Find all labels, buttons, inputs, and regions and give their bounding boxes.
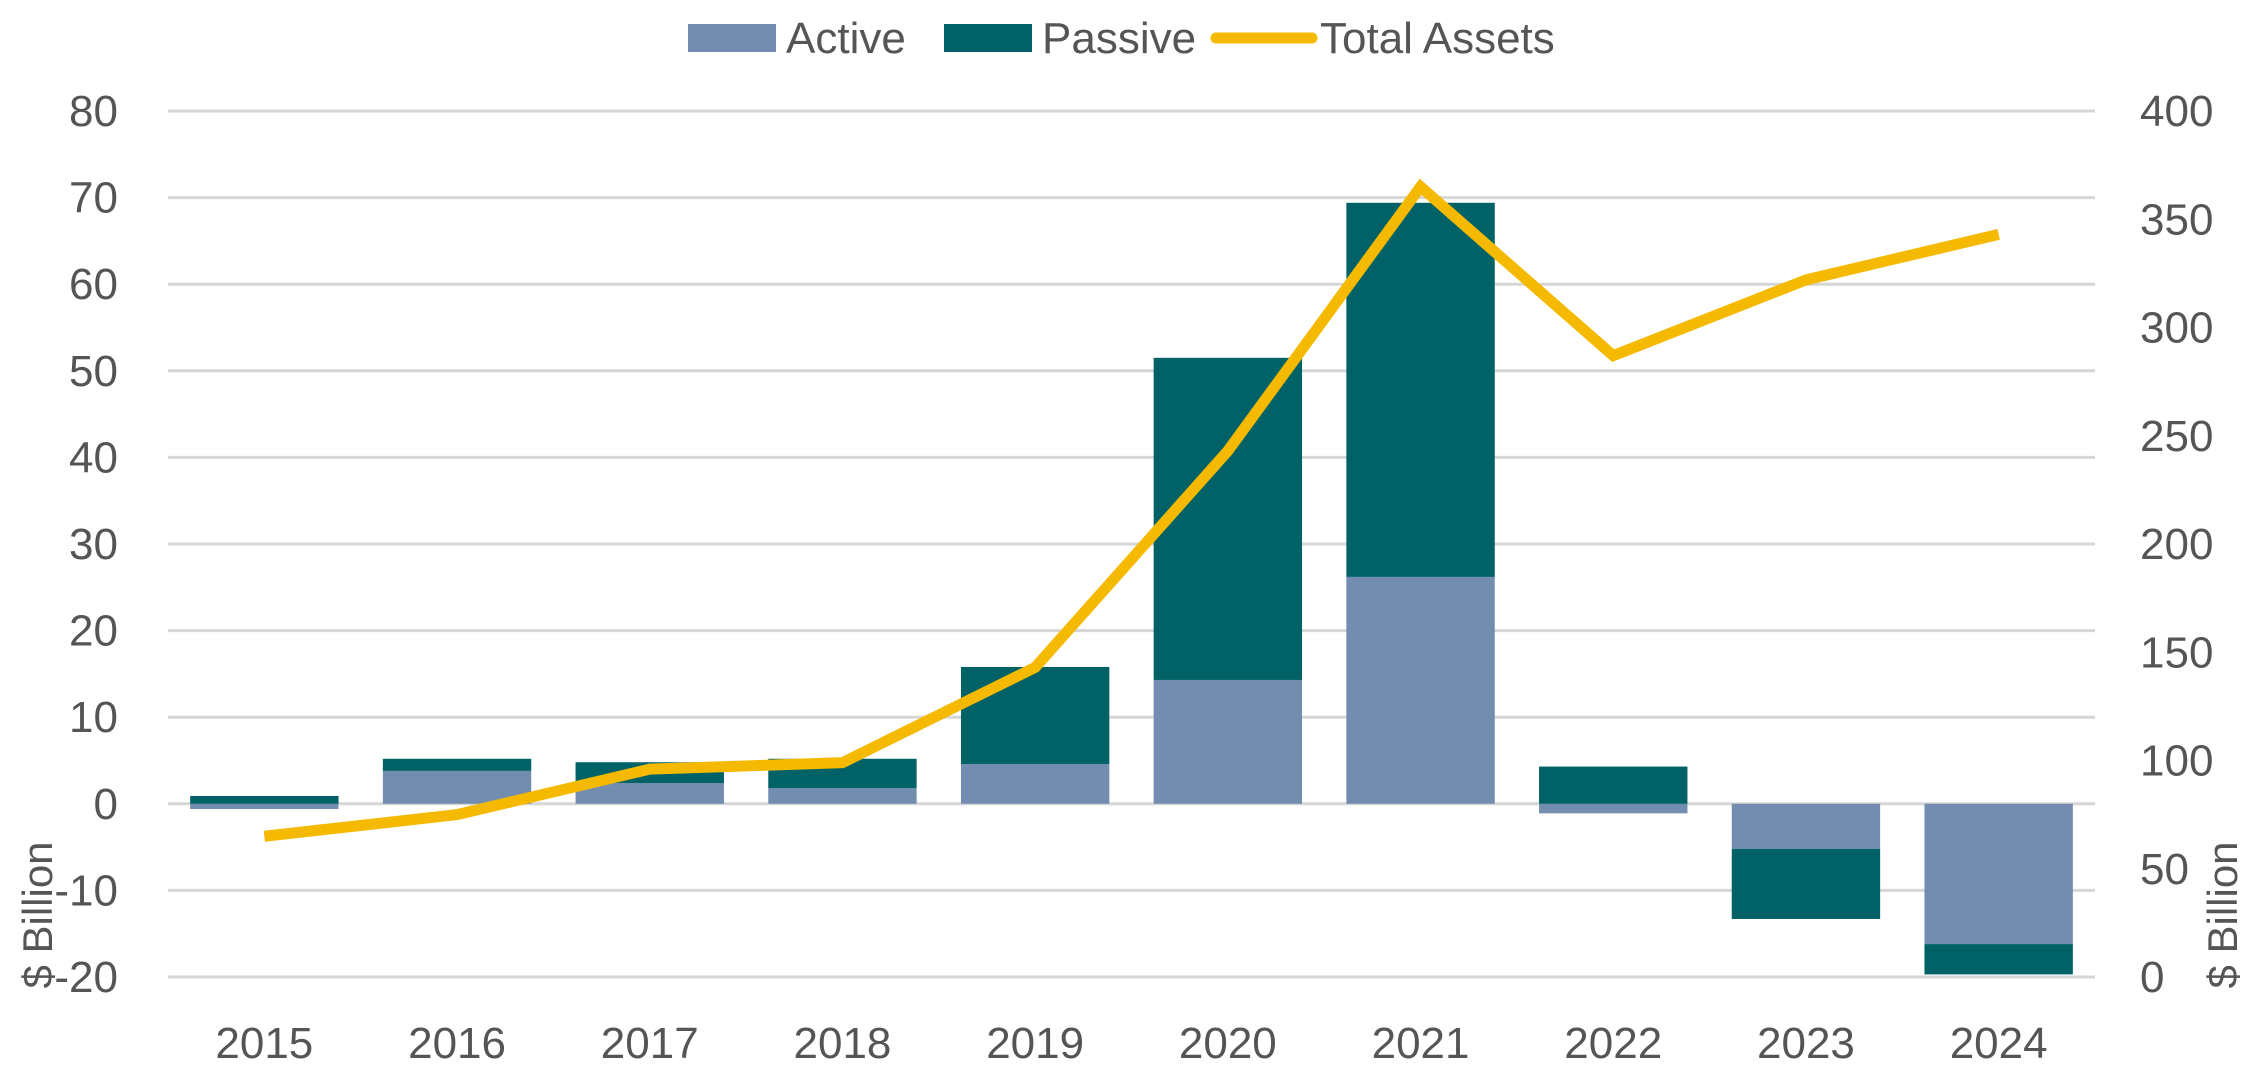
x-tick-label: 2016 bbox=[408, 1019, 506, 1068]
bar-active-2022 bbox=[1539, 804, 1687, 814]
x-tick-label: 2018 bbox=[794, 1019, 892, 1068]
right-tick-label: 100 bbox=[2140, 737, 2213, 786]
bar-passive-2020 bbox=[1154, 358, 1302, 680]
x-tick-label: 2017 bbox=[601, 1019, 699, 1068]
right-tick-label: 300 bbox=[2140, 304, 2213, 353]
x-tick-label: 2015 bbox=[215, 1019, 313, 1068]
legend-item-total-assets: Total Assets bbox=[1216, 14, 1555, 63]
bar-active-2021 bbox=[1346, 577, 1494, 804]
left-tick-label: 30 bbox=[69, 520, 118, 569]
right-tick-label: 350 bbox=[2140, 195, 2213, 244]
left-tick-label: -10 bbox=[54, 866, 118, 915]
bar-active-2019 bbox=[961, 764, 1109, 804]
right-axis-title: $ Billion bbox=[2199, 841, 2246, 988]
left-tick-label: 0 bbox=[94, 780, 118, 829]
bar-active-2020 bbox=[1154, 680, 1302, 804]
x-tick-label: 2022 bbox=[1564, 1019, 1662, 1068]
bar-passive-2023 bbox=[1732, 849, 1880, 919]
left-tick-label: 70 bbox=[69, 174, 118, 223]
legend-swatch bbox=[688, 24, 776, 52]
left-tick-label: 40 bbox=[69, 433, 118, 482]
left-tick-label: 10 bbox=[69, 693, 118, 742]
left-tick-label: -20 bbox=[54, 953, 118, 1002]
right-tick-label: 50 bbox=[2140, 845, 2189, 894]
legend-item-active: Active bbox=[688, 14, 906, 63]
bar-series-group bbox=[190, 203, 2073, 975]
legend-swatch bbox=[944, 24, 1032, 52]
bar-passive-2015 bbox=[190, 796, 338, 804]
bar-passive-2024 bbox=[1924, 944, 2072, 974]
x-tick-label: 2023 bbox=[1757, 1019, 1855, 1068]
x-tick-label: 2024 bbox=[1950, 1019, 2048, 1068]
right-tick-label: 200 bbox=[2140, 520, 2213, 569]
x-tick-label: 2019 bbox=[986, 1019, 1084, 1068]
legend-label: Active bbox=[786, 14, 906, 63]
x-tick-label: 2020 bbox=[1179, 1019, 1277, 1068]
bar-active-2018 bbox=[768, 788, 916, 804]
bar-passive-2022 bbox=[1539, 767, 1687, 804]
bar-passive-2016 bbox=[383, 759, 531, 771]
right-tick-label: 150 bbox=[2140, 628, 2213, 677]
right-tick-label: 0 bbox=[2140, 953, 2164, 1002]
left-tick-label: 80 bbox=[69, 87, 118, 136]
left-axis-title: $ Billion bbox=[14, 841, 61, 988]
legend-label: Passive bbox=[1042, 14, 1196, 63]
x-axis: 2015 2016 2017 2018 2019 2020 2021 2022 2023 2024 bbox=[215, 1019, 2047, 1068]
legend-label: Total Assets bbox=[1320, 14, 1555, 63]
bar-passive-2019 bbox=[961, 667, 1109, 764]
left-tick-label: 20 bbox=[69, 607, 118, 656]
x-tick-label: 2021 bbox=[1372, 1019, 1470, 1068]
left-tick-label: 60 bbox=[69, 260, 118, 309]
bar-active-2015 bbox=[190, 804, 338, 809]
left-y-axis: 80 70 60 50 40 30 20 10 0 -10 -20 bbox=[54, 87, 118, 1002]
bar-active-2023 bbox=[1732, 804, 1880, 849]
bar-active-2024 bbox=[1924, 804, 2072, 944]
left-tick-label: 50 bbox=[69, 347, 118, 396]
right-tick-label: 400 bbox=[2140, 87, 2213, 136]
right-tick-label: 250 bbox=[2140, 412, 2213, 461]
legend-item-passive: Passive bbox=[944, 14, 1196, 63]
legend: Active Passive Total Assets bbox=[688, 14, 1555, 63]
